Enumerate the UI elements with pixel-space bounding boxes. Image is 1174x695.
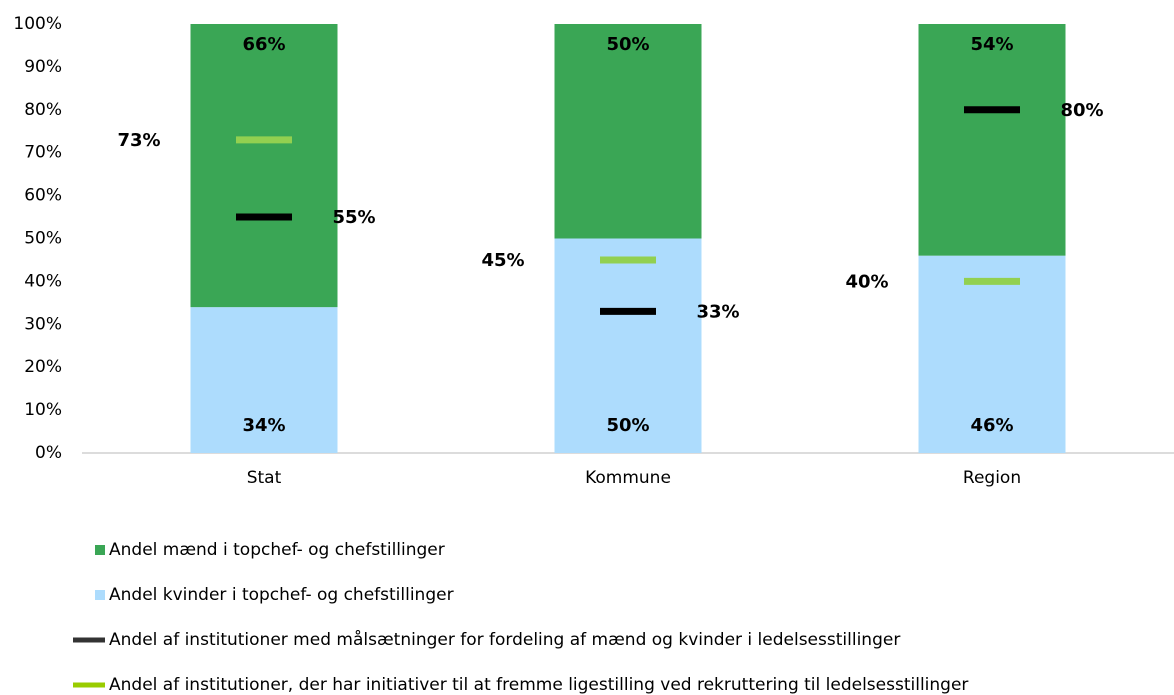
legend-label: Andel af institutioner med målsætninger …: [109, 629, 900, 650]
legend-label: Andel mænd i topchef- og chefstillinger: [109, 540, 445, 560]
data-label: 50%: [606, 34, 649, 55]
y-tick-label: 40%: [24, 271, 62, 291]
y-tick-label: 90%: [24, 57, 62, 77]
bar-segment: [554, 238, 702, 453]
data-label: 33%: [696, 301, 739, 322]
y-tick-label: 20%: [24, 357, 62, 377]
y-tick-label: 100%: [13, 14, 62, 34]
data-label: 40%: [845, 271, 888, 292]
data-label: 80%: [1060, 100, 1103, 121]
data-label: 34%: [242, 415, 285, 436]
data-label: 66%: [242, 34, 285, 55]
bar-segment: [190, 307, 338, 453]
legend-swatch: [95, 590, 105, 600]
data-label: 50%: [606, 415, 649, 436]
x-tick-label: Region: [963, 468, 1021, 488]
data-label: 73%: [117, 130, 160, 151]
x-tick-label: Stat: [247, 468, 282, 488]
legend-swatch: [95, 545, 105, 555]
y-tick-label: 0%: [35, 443, 62, 463]
data-label: 45%: [481, 250, 524, 271]
y-tick-label: 10%: [24, 400, 62, 420]
bar-segment: [554, 24, 702, 239]
data-label: 46%: [970, 415, 1013, 436]
data-label: 54%: [970, 34, 1013, 55]
y-tick-label: 60%: [24, 186, 62, 206]
y-tick-label: 80%: [24, 100, 62, 120]
legend-label: Andel kvinder i topchef- og chefstilling…: [109, 585, 454, 605]
bar-segment: [190, 24, 338, 308]
bar-segment: [918, 255, 1066, 453]
y-tick-label: 70%: [24, 143, 62, 163]
bar-segment: [918, 24, 1066, 256]
data-label: 55%: [332, 207, 375, 228]
y-tick-label: 50%: [24, 229, 62, 249]
legend-label: Andel af institutioner, der har initiati…: [109, 675, 968, 695]
x-tick-label: Kommune: [585, 468, 671, 488]
y-tick-label: 30%: [24, 314, 62, 334]
